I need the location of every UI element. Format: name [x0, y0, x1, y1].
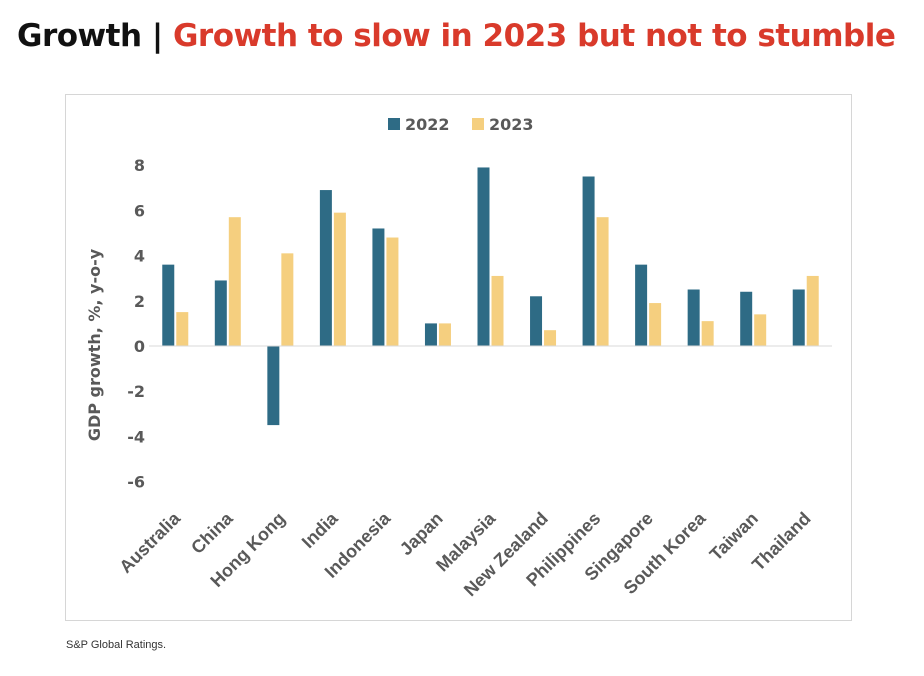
bar-2022-japan — [424, 323, 437, 346]
bar-2023-south-korea — [701, 321, 714, 346]
bar-2023-malaysia — [491, 275, 504, 346]
y-axis-title: GDP growth, %, y-o-y — [85, 248, 104, 441]
heading-separator: | — [151, 18, 163, 54]
bar-2023-hong-kong — [281, 253, 294, 346]
bar-2022-indonesia — [372, 228, 385, 346]
bar-2023-japan — [438, 323, 451, 346]
bar-2022-australia — [162, 264, 175, 346]
bar-2023-china — [228, 217, 241, 346]
bar-2022-malaysia — [477, 167, 490, 346]
bar-2023-indonesia — [386, 237, 399, 346]
x-tick-label: China — [187, 508, 237, 558]
bar-2022-india — [319, 190, 332, 346]
y-tick-label: 4 — [134, 247, 145, 266]
y-tick-label: -4 — [127, 427, 145, 446]
y-tick-label: -6 — [127, 473, 145, 492]
legend-swatch-2023 — [472, 118, 484, 130]
y-tick-label: 6 — [134, 201, 145, 220]
bar-2023-philippines — [596, 217, 609, 346]
bar-2023-australia — [176, 312, 189, 346]
bar-2022-singapore — [635, 264, 648, 346]
bar-2022-new-zealand — [530, 296, 543, 346]
x-tick-label: Thailand — [748, 508, 814, 574]
y-tick-label: -2 — [127, 382, 145, 401]
bar-2022-philippines — [582, 176, 595, 346]
chart-title: Growth to slow in 2023 but not to stumbl… — [172, 18, 896, 54]
bar-2022-thailand — [792, 289, 805, 346]
legend-swatch-2022 — [388, 118, 400, 130]
bar-2022-hong-kong — [267, 346, 280, 426]
source-note: S&P Global Ratings. — [66, 639, 167, 651]
bar-2023-singapore — [649, 303, 662, 346]
page-heading: Growth | Growth to slow in 2023 but not … — [17, 14, 896, 58]
legend-label-2023: 2023 — [489, 115, 534, 134]
gdp-growth-bar-chart: 8 6 4 2 0 -2 -4 -6 GDP growth, %, y-o-y Australia… — [85, 115, 832, 600]
y-tick-label: 8 — [134, 156, 145, 175]
y-tick-label: 2 — [134, 292, 145, 311]
bar-2023-taiwan — [754, 314, 767, 346]
bar-2023-thailand — [806, 275, 819, 346]
x-tick-label: India — [298, 508, 343, 553]
bar-2023-new-zealand — [544, 330, 557, 346]
x-tick-label: Japan — [396, 508, 447, 559]
x-tick-label: Australia — [115, 508, 184, 577]
bar-2023-india — [333, 212, 346, 346]
y-tick-label: 0 — [134, 337, 145, 356]
bar-2022-south-korea — [687, 289, 700, 346]
bar-2022-taiwan — [740, 291, 753, 346]
legend-label-2022: 2022 — [405, 115, 450, 134]
heading-prefix: Growth — [17, 18, 142, 54]
bar-2022-china — [214, 280, 227, 346]
chart-frame: 8 6 4 2 0 -2 -4 -6 GDP growth, %, y-o-y Australia… — [65, 94, 852, 621]
